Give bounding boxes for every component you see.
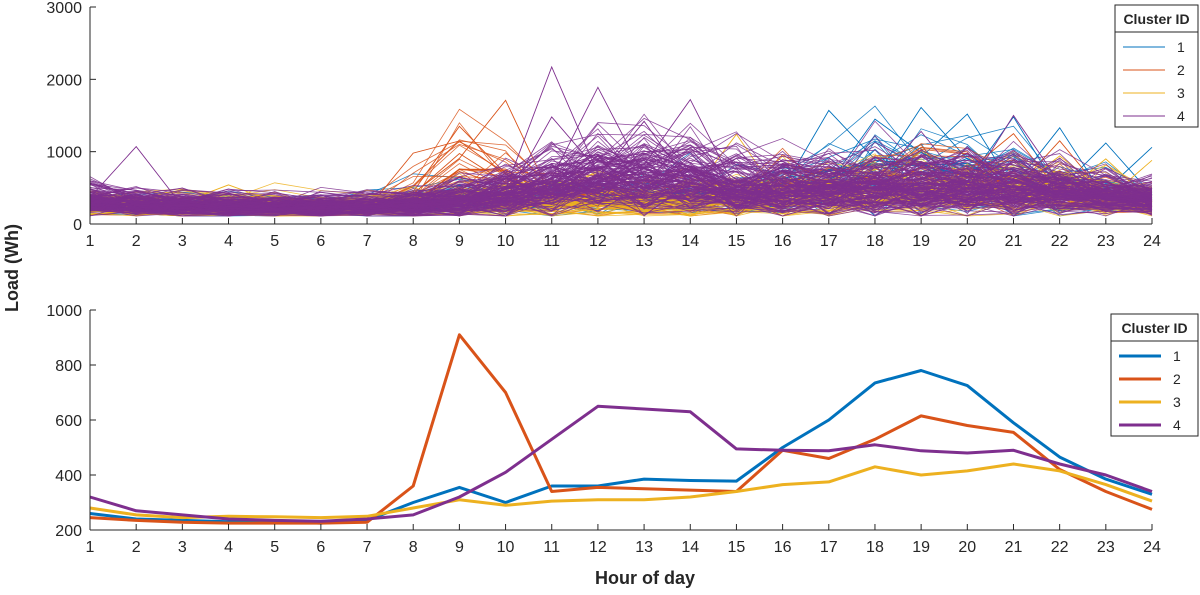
chart-panel-2: 1 2 3 4 5 6 7 8 9 10 11 12 13 14 15 16 17 18 19 20 21 22 23 242…: [46, 303, 1199, 556]
x-tick-label: 23: [1097, 233, 1115, 250]
x-tick-label: 22: [1051, 233, 1069, 250]
profile-line: [89, 187, 1153, 214]
y-tick-label: 2000: [46, 72, 82, 89]
x-tick-label: 17: [820, 539, 838, 556]
x-tick-label: 16: [774, 539, 792, 556]
x-tick-label: 12: [589, 539, 607, 556]
legend-box: [1110, 313, 1199, 437]
x-tick-label: 19: [912, 539, 930, 556]
x-tick-label: 15: [728, 233, 746, 250]
x-axis-label: Hour of day: [595, 568, 695, 588]
x-tick-label: 17: [820, 233, 838, 250]
x-tick-label: 15: [728, 539, 746, 556]
x-tick-label: 9: [455, 539, 464, 556]
y-tick-label: 1000: [46, 145, 82, 162]
series-line-cluster-2: [89, 333, 1153, 525]
x-tick-label: 8: [409, 539, 418, 556]
y-tick-label: 3000: [46, 0, 82, 17]
legend-label-cluster-1: 1: [1177, 39, 1185, 55]
x-tick-label: 14: [681, 539, 699, 556]
x-tick-label: 7: [363, 539, 372, 556]
legend-label-cluster-3: 3: [1173, 394, 1181, 410]
legend-label-cluster-4: 4: [1177, 108, 1185, 124]
x-tick-label: 3: [178, 539, 187, 556]
y-tick-label: 600: [55, 413, 82, 430]
profile-line: [89, 186, 1153, 217]
legend-box: [1114, 4, 1199, 128]
x-tick-label: 1: [86, 539, 95, 556]
x-tick-label: 13: [635, 539, 653, 556]
series-line-cluster-4: [89, 404, 1153, 523]
x-tick-label: 2: [132, 539, 141, 556]
x-tick-label: 21: [1005, 539, 1023, 556]
legend-1: Cluster ID 1 2 3 4: [1114, 4, 1199, 128]
x-tick-label: 7: [363, 233, 372, 250]
profile-line-peak: [89, 114, 1153, 211]
series-cluster-4: [89, 65, 1153, 217]
x-tick-label: 18: [866, 539, 884, 556]
y-tick-label: 0: [73, 217, 82, 234]
y-tick-label: 800: [55, 358, 82, 375]
legend-title: Cluster ID: [1121, 320, 1187, 336]
x-tick-label: 23: [1097, 539, 1115, 556]
plot-area-2: [89, 333, 1153, 525]
x-tick-label: 9: [455, 233, 464, 250]
y-axis-label: Load (Wh): [2, 224, 22, 312]
x-tick-label: 8: [409, 233, 418, 250]
x-tick-label: 2: [132, 233, 141, 250]
x-tick-label: 20: [958, 539, 976, 556]
profile-line-peak: [89, 130, 1153, 210]
legend-title: Cluster ID: [1123, 11, 1189, 27]
profile-line-peak: [89, 116, 1153, 207]
profile-line: [89, 148, 1153, 210]
y-tick-label: 200: [55, 523, 82, 540]
x-tick-label: 6: [316, 233, 325, 250]
x-tick-label: 24: [1143, 539, 1161, 556]
y-tick-label: 400: [55, 468, 82, 485]
x-tick-label: 16: [774, 233, 792, 250]
legend-label-cluster-1: 1: [1173, 348, 1181, 364]
x-tick-label: 3: [178, 233, 187, 250]
chart-panel-1: 1 2 3 4 5 6 7 8 9 10 11 12 13 14 15 16 17 18 19 20 21 22 23 240…: [46, 0, 1199, 250]
x-tick-label: 21: [1005, 233, 1023, 250]
x-tick-label: 4: [224, 233, 233, 250]
x-tick-label: 14: [681, 233, 699, 250]
profile-line-peak: [89, 120, 1153, 211]
x-tick-label: 6: [316, 539, 325, 556]
profile-line-peak: [89, 65, 1153, 210]
x-tick-label: 19: [912, 233, 930, 250]
x-tick-label: 13: [635, 233, 653, 250]
series-line-cluster-3: [89, 462, 1153, 520]
profile-line: [89, 145, 1153, 207]
legend-2: Cluster ID 1 2 3 4: [1110, 313, 1199, 437]
profile-line: [89, 172, 1153, 212]
x-tick-label: 22: [1051, 539, 1069, 556]
x-tick-label: 4: [224, 539, 233, 556]
x-tick-label: 1: [86, 233, 95, 250]
x-tick-label: 24: [1143, 233, 1161, 250]
x-tick-label: 5: [270, 539, 279, 556]
profile-line-peak: [89, 98, 1153, 210]
plot-area-1: [89, 65, 1153, 217]
profile-line: [89, 181, 1153, 217]
x-tick-label: 11: [543, 233, 560, 250]
x-tick-label: 10: [497, 539, 515, 556]
legend-label-cluster-3: 3: [1177, 85, 1185, 101]
x-tick-label: 11: [543, 539, 560, 556]
x-tick-label: 12: [589, 233, 607, 250]
x-tick-label: 18: [866, 233, 884, 250]
legend-label-cluster-4: 4: [1173, 417, 1181, 433]
x-tick-label: 20: [958, 233, 976, 250]
profile-line: [89, 117, 1153, 216]
x-tick-label: 5: [270, 233, 279, 250]
y-tick-label: 1000: [46, 303, 82, 320]
legend-label-cluster-2: 2: [1173, 371, 1181, 387]
x-tick-label: 10: [497, 233, 515, 250]
legend-label-cluster-2: 2: [1177, 62, 1185, 78]
profile-line-peak: [89, 86, 1153, 210]
